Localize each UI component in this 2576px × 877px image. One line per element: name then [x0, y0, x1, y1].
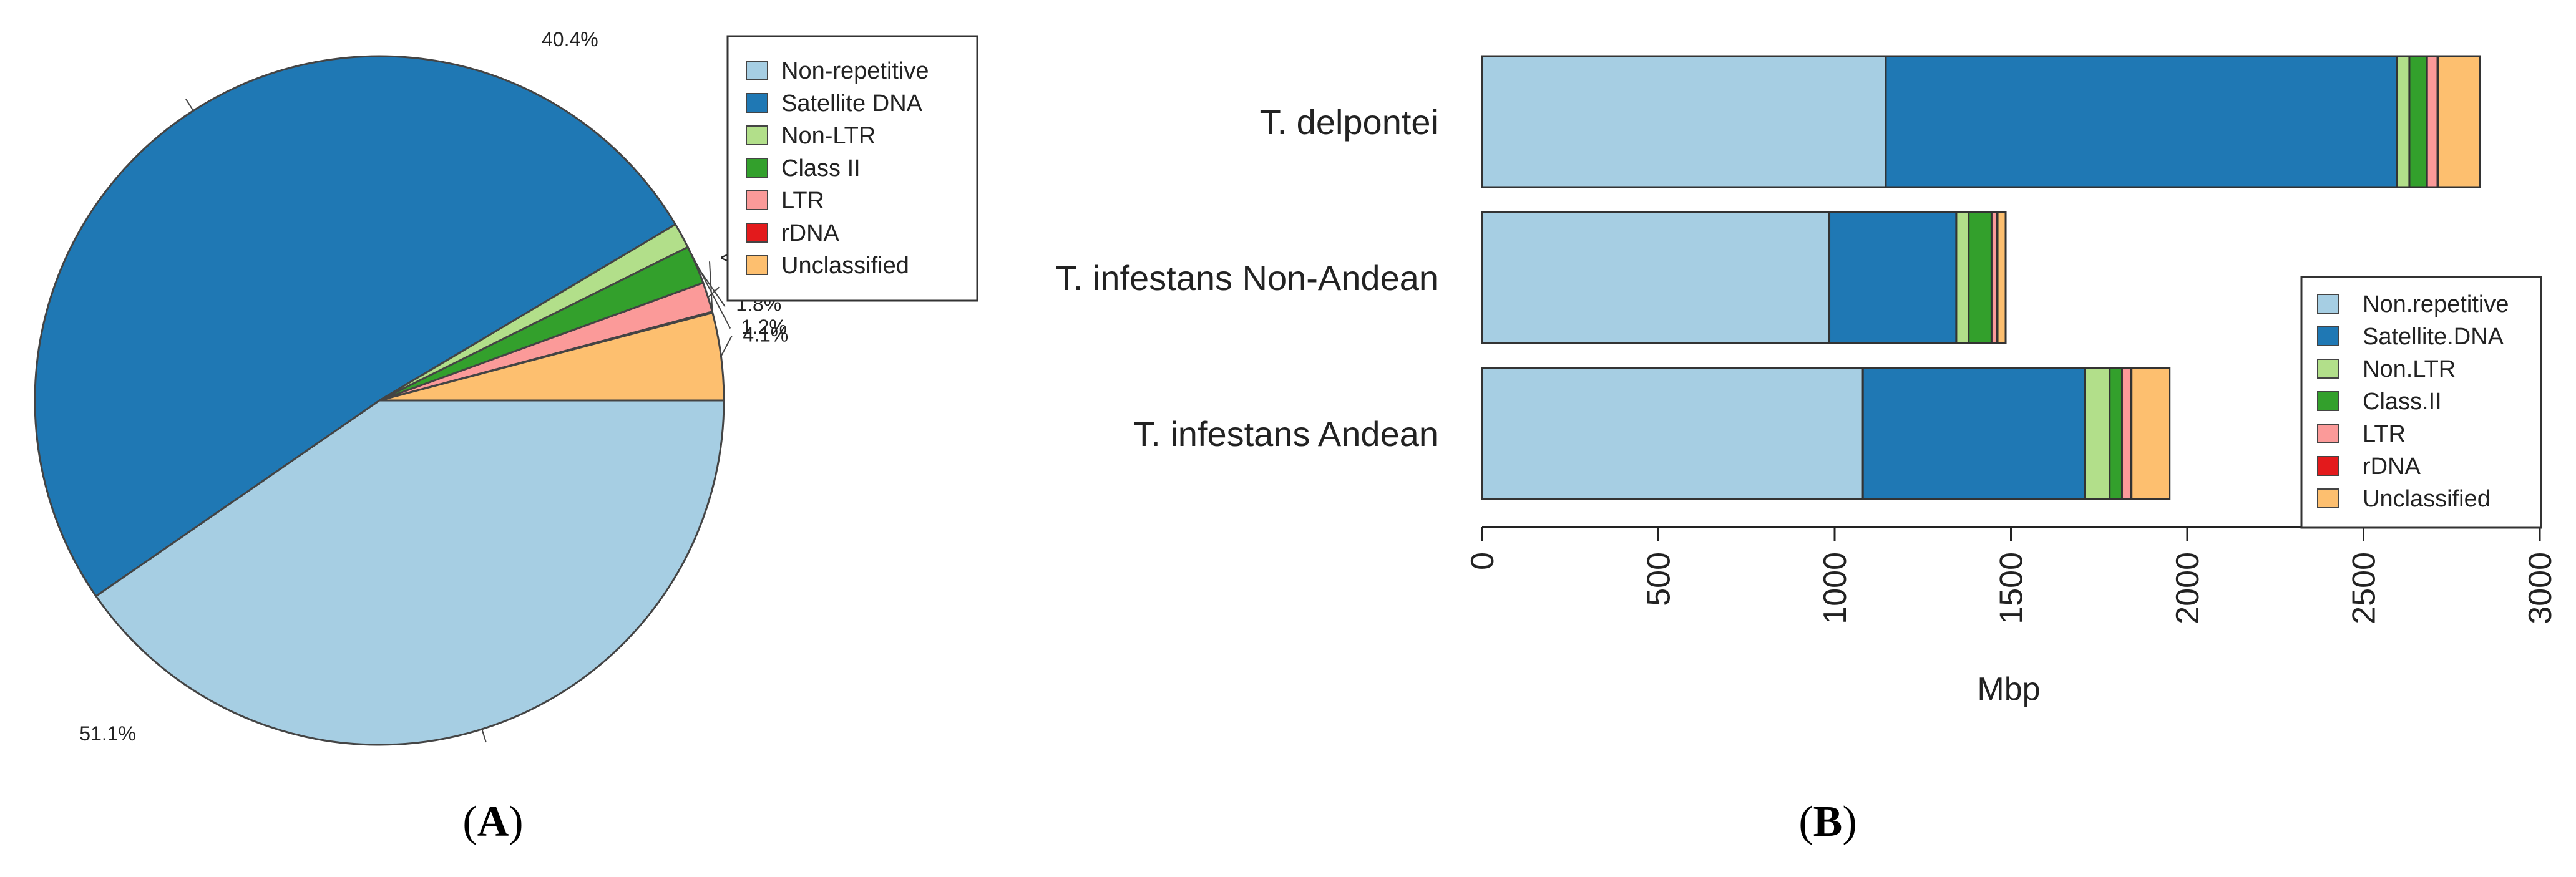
pie-legend-swatch-unclassified: [746, 255, 768, 275]
pie-legend-label-rdna: rDNA: [781, 220, 840, 246]
bar-legend-swatch-satellite-dna: [2317, 326, 2339, 346]
category-label-t-infestans-non-andean: T. infestans Non-Andean: [1056, 258, 1438, 298]
bar-legend-swatch-rdna: [2317, 456, 2339, 476]
x-axis: 0 500 1000 1500 2000 2500 3000: [1465, 526, 2559, 624]
bar-legend-swatch-ltr: [2317, 424, 2339, 443]
pie-legend-swatch-rdna: [746, 223, 768, 243]
pie-legend-swatch-class-ii: [746, 158, 768, 178]
bar-legend-swatch-unclassified: [2317, 488, 2339, 508]
bar-legend-label-non-ltr: Non.LTR: [2363, 356, 2456, 382]
x-tick-label-2000: 2000: [2170, 552, 2206, 624]
pie-leader-rdna: [708, 261, 713, 313]
bar-category-labels: T. delpontei T. infestans Non-Andean T. in…: [1056, 102, 1438, 453]
bar-legend-label-unclassified: Unclassified: [2363, 486, 2491, 512]
pie-legend: Non-repetitive Satellite DNA Non-LTR Class …: [726, 35, 978, 302]
category-label-t-infestans-andean: T. infestans Andean: [1133, 414, 1438, 453]
bar-t-infestans-non-andean-non-repetitive: [1481, 211, 1831, 344]
x-tick-label-3000: 3000: [2522, 552, 2559, 624]
bar-t-delpontei-satellite-dna: [1885, 55, 2398, 188]
bar-chart: T. delpontei T. infestans Non-Andean T. in…: [1056, 55, 2559, 707]
category-label-t-delpontei: T. delpontei: [1260, 102, 1438, 142]
pie-leader-non-repetitive: [481, 729, 487, 743]
bar-legend-swatch-class-ii: [2317, 391, 2339, 411]
pie-legend-label-non-ltr: Non-LTR: [781, 123, 876, 149]
pie-label-unclassified: 4.1%: [743, 323, 788, 346]
x-axis-label: Mbp: [1977, 671, 2040, 707]
pie-leader-unclassified: [720, 336, 733, 357]
pie-slice-satellite-dna: [34, 55, 677, 598]
pie-leader-satellite-dna: [185, 99, 194, 112]
pie-leader-non-ltr: [681, 235, 731, 329]
x-tick-label-1500: 1500: [1994, 552, 2030, 624]
panel-label-b: (B): [1798, 798, 1856, 846]
x-tick-label-500: 500: [1641, 552, 1677, 606]
bar-t-infestans-non-andean-non-ltr: [1955, 211, 1970, 344]
pie-legend-swatch-non-repetitive: [746, 61, 768, 80]
bar-t-infestans-non-andean-class-ii: [1968, 211, 1993, 344]
bar-t-infestans-andean-non-repetitive: [1481, 367, 1864, 500]
bar-t-delpontei-non-ltr: [2396, 55, 2411, 188]
pie-slice-non-repetitive: [94, 399, 725, 746]
bar-legend: Non.repetitive Satellite.DNA Non.LTR Class.…: [2300, 276, 2542, 529]
pie-legend-box: [726, 35, 978, 302]
pie-legend-label-unclassified: Unclassified: [781, 253, 909, 279]
pie-leader-lines: [185, 99, 733, 743]
bar-legend-label-ltr: LTR: [2363, 421, 2406, 447]
bar-legend-box: [2300, 276, 2542, 529]
pie-legend-label-class-ii: Class II: [781, 155, 861, 182]
bar-legend-swatch-non-ltr: [2317, 359, 2339, 379]
x-tick-label-0: 0: [1465, 552, 1501, 570]
bar-t-infestans-andean-satellite-dna: [1861, 367, 2086, 500]
bar-t-infestans-andean-class-ii: [2109, 367, 2123, 500]
pie-legend-swatch-ltr: [746, 190, 768, 210]
panel-label-a: (A): [462, 798, 523, 846]
bar-legend-label-non-repetitive: Non.repetitive: [2363, 291, 2509, 317]
bar-t-infestans-andean-non-ltr: [2084, 367, 2111, 500]
pie-leader-ltr: [707, 286, 720, 298]
bar-t-delpontei-class-ii: [2408, 55, 2428, 188]
bar-legend-label-rdna: rDNA: [2363, 453, 2421, 480]
pie-label-non-ltr: 1.2%: [741, 316, 787, 338]
bar-legend-swatch-non-repetitive: [2317, 294, 2339, 314]
bar-t-delpontei-ltr: [2426, 55, 2439, 188]
bar-legend-label-satellite-dna: Satellite.DNA: [2363, 324, 2504, 350]
pie-label-satellite-dna: 51.1%: [79, 722, 136, 745]
pie-legend-label-satellite-dna: Satellite DNA: [781, 90, 923, 117]
bar-segments: [1481, 55, 2481, 500]
pie-slices: [34, 55, 725, 746]
bar-t-infestans-non-andean-satellite-dna: [1828, 211, 1958, 344]
bar-t-infestans-non-andean-unclassified: [1996, 211, 2007, 344]
pie-legend-swatch-non-ltr: [746, 125, 768, 145]
pie-legend-swatch-satellite-dna: [746, 93, 768, 113]
bar-t-infestans-andean-ltr: [2120, 367, 2132, 500]
pie-legend-label-non-repetitive: Non-repetitive: [781, 58, 929, 84]
bar-t-infestans-andean-unclassified: [2130, 367, 2171, 500]
x-tick-label-1000: 1000: [1817, 552, 1853, 624]
pie-chart: 40.4%51.1%1.2%1.8%1.4%<0.1%4.1%: [34, 28, 788, 746]
pie-label-non-repetitive: 40.4%: [542, 28, 598, 51]
bar-legend-label-class-ii: Class.II: [2363, 389, 2442, 415]
bar-t-delpontei-unclassified: [2437, 55, 2481, 188]
pie-legend-label-ltr: LTR: [781, 188, 824, 214]
x-tick-label-2500: 2500: [2346, 552, 2383, 624]
bar-t-delpontei-non-repetitive: [1481, 55, 1887, 188]
pie-slice-unclassified: [379, 311, 725, 402]
